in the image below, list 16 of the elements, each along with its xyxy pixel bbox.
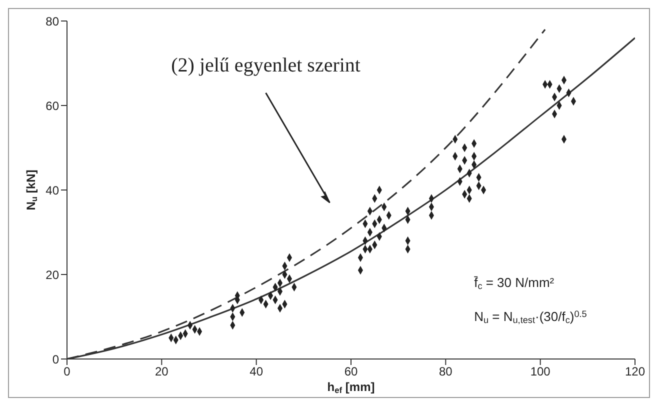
x-tick-label: 20 — [154, 364, 169, 379]
y-tick-label: 0 — [52, 352, 60, 366]
x-axis-title: h$_{ef}$ [mm] — [327, 380, 375, 395]
x-tick-label: 120 — [624, 364, 646, 379]
x-tick-label: 40 — [250, 364, 264, 379]
annotation: N$_{u}$ = N$_{u,test}$·(30/f$_{c}$)$^{0.5}$ — [474, 308, 587, 326]
y-tick-label: 20 — [46, 268, 60, 282]
annotation: f̄$_{c}$ = 30 N/mm² — [474, 275, 555, 292]
x-tick-label: 0 — [64, 364, 71, 379]
x-tick-label: 80 — [438, 364, 453, 379]
x-tick-label: 60 — [344, 364, 358, 379]
y-tick-label: 40 — [46, 183, 60, 198]
y-tick-label: 60 — [46, 98, 60, 113]
annotation: (2) jelű egyenlet szerint — [171, 54, 361, 77]
x-tick-label: 100 — [530, 364, 551, 379]
y-tick-label: 80 — [46, 14, 60, 28]
